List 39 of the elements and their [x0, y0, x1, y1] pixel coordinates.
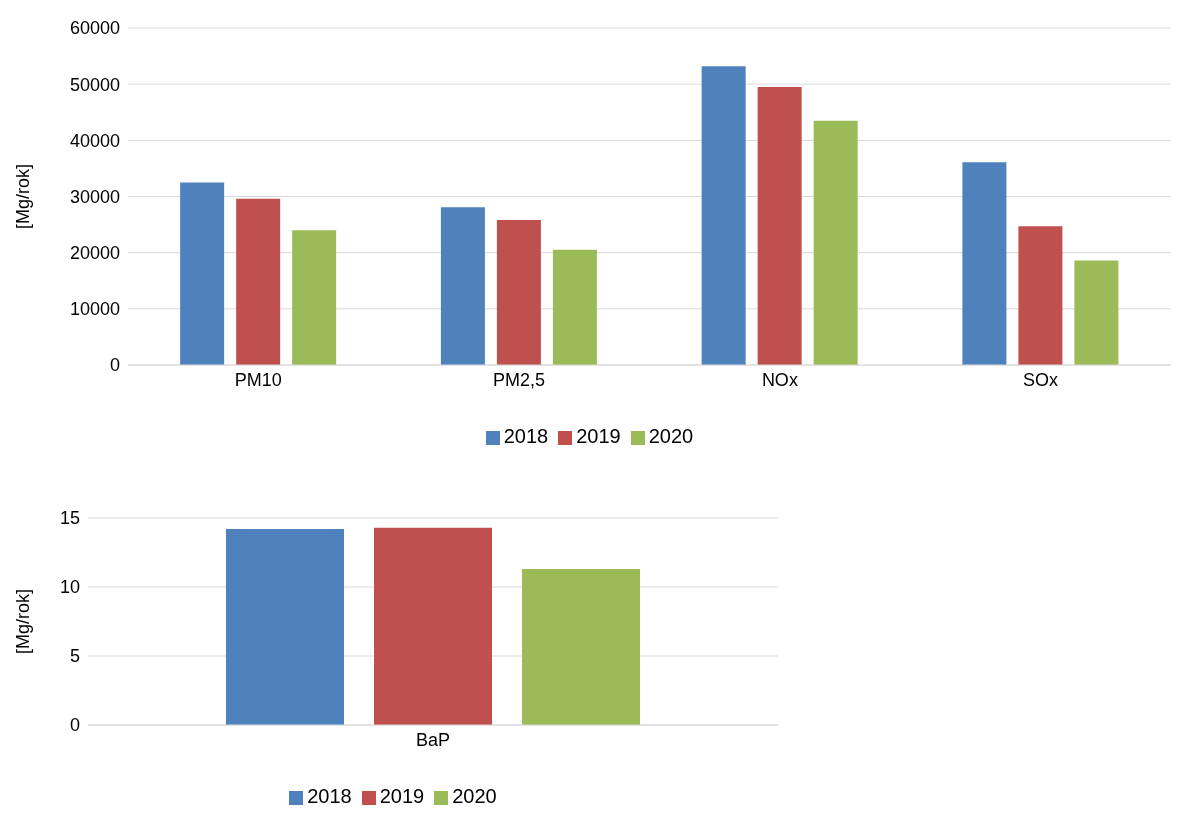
- legend-label: 2019: [379, 785, 425, 807]
- bar: [292, 230, 337, 365]
- legend-label: 2018: [307, 785, 352, 807]
- y-tick-label: 50000: [69, 74, 120, 95]
- y-tick-label: 5: [69, 646, 80, 667]
- y-tick-label: 20000: [69, 243, 120, 264]
- y-tick-label: 15: [59, 508, 80, 529]
- bar: [236, 198, 281, 365]
- bar: [496, 220, 541, 365]
- x-tick-label: BaP: [415, 729, 451, 750]
- y-tick-label: 30000: [69, 186, 120, 207]
- bar: [440, 207, 485, 365]
- x-tick-label: PM2,5: [493, 369, 546, 390]
- y-axis-title: [Mg/rok]: [13, 588, 34, 655]
- bar: [180, 182, 225, 365]
- y-axis-title: [Mg/rok]: [13, 163, 34, 230]
- legend-label: 2018: [503, 425, 549, 447]
- legend-label: 2020: [648, 425, 694, 447]
- legend-label: 2020: [452, 785, 497, 807]
- x-tick-label: PM10: [234, 369, 282, 390]
- bar: [813, 120, 858, 365]
- y-tick-label: 0: [69, 715, 80, 736]
- bar: [522, 569, 640, 725]
- bar: [374, 527, 492, 725]
- bar: [757, 86, 802, 365]
- y-tick-label: 60000: [69, 18, 120, 39]
- y-tick-label: 40000: [69, 130, 120, 151]
- y-tick-label: 10: [59, 577, 80, 598]
- y-tick-label: 0: [109, 355, 120, 376]
- x-tick-label: NOx: [761, 369, 798, 390]
- bar: [226, 529, 344, 725]
- bar: [962, 162, 1007, 365]
- bar: [552, 249, 597, 365]
- bar: [1018, 226, 1063, 365]
- bar: [1074, 260, 1119, 365]
- legend-label: 2019: [576, 425, 621, 447]
- x-tick-label: SOx: [1023, 369, 1059, 390]
- bar: [701, 66, 746, 365]
- y-tick-label: 10000: [69, 299, 120, 320]
